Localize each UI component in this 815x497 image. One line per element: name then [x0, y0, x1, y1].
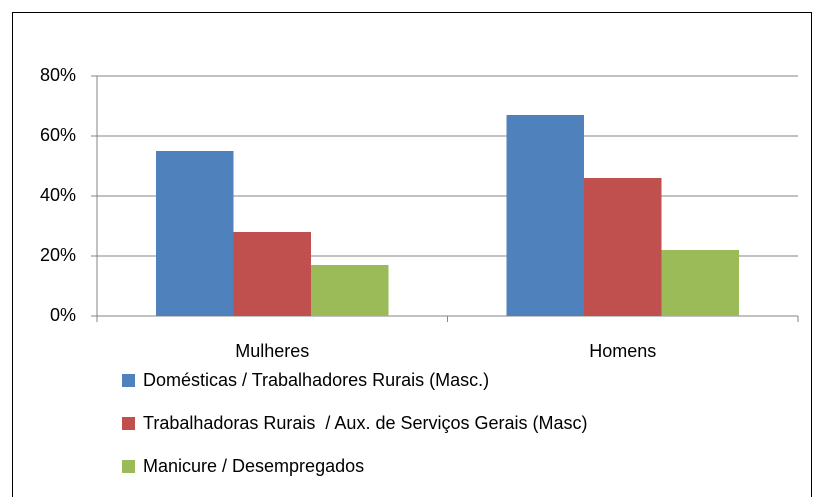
chart-frame	[12, 12, 812, 497]
x-tick-label: Mulheres	[235, 341, 309, 361]
y-tick-label: 20%	[40, 245, 76, 265]
legend-label: Manicure / Desempregados	[143, 456, 364, 476]
legend-label: Domésticas / Trabalhadores Rurais (Masc.…	[143, 370, 489, 390]
bar	[584, 178, 662, 316]
legend-label: Trabalhadoras Rurais / Aux. de Serviços …	[143, 413, 588, 433]
y-tick-label: 40%	[40, 185, 76, 205]
bar	[661, 250, 739, 316]
bar	[156, 151, 234, 316]
y-tick-label: 60%	[40, 125, 76, 145]
bar	[311, 265, 389, 316]
bar	[506, 115, 584, 316]
y-tick-label: 80%	[40, 65, 76, 85]
bar	[233, 232, 311, 316]
legend-swatch	[122, 374, 135, 387]
legend-swatch	[122, 460, 135, 473]
x-tick-label: Homens	[589, 341, 656, 361]
y-tick-label: 0%	[50, 305, 76, 325]
legend-swatch	[122, 417, 135, 430]
